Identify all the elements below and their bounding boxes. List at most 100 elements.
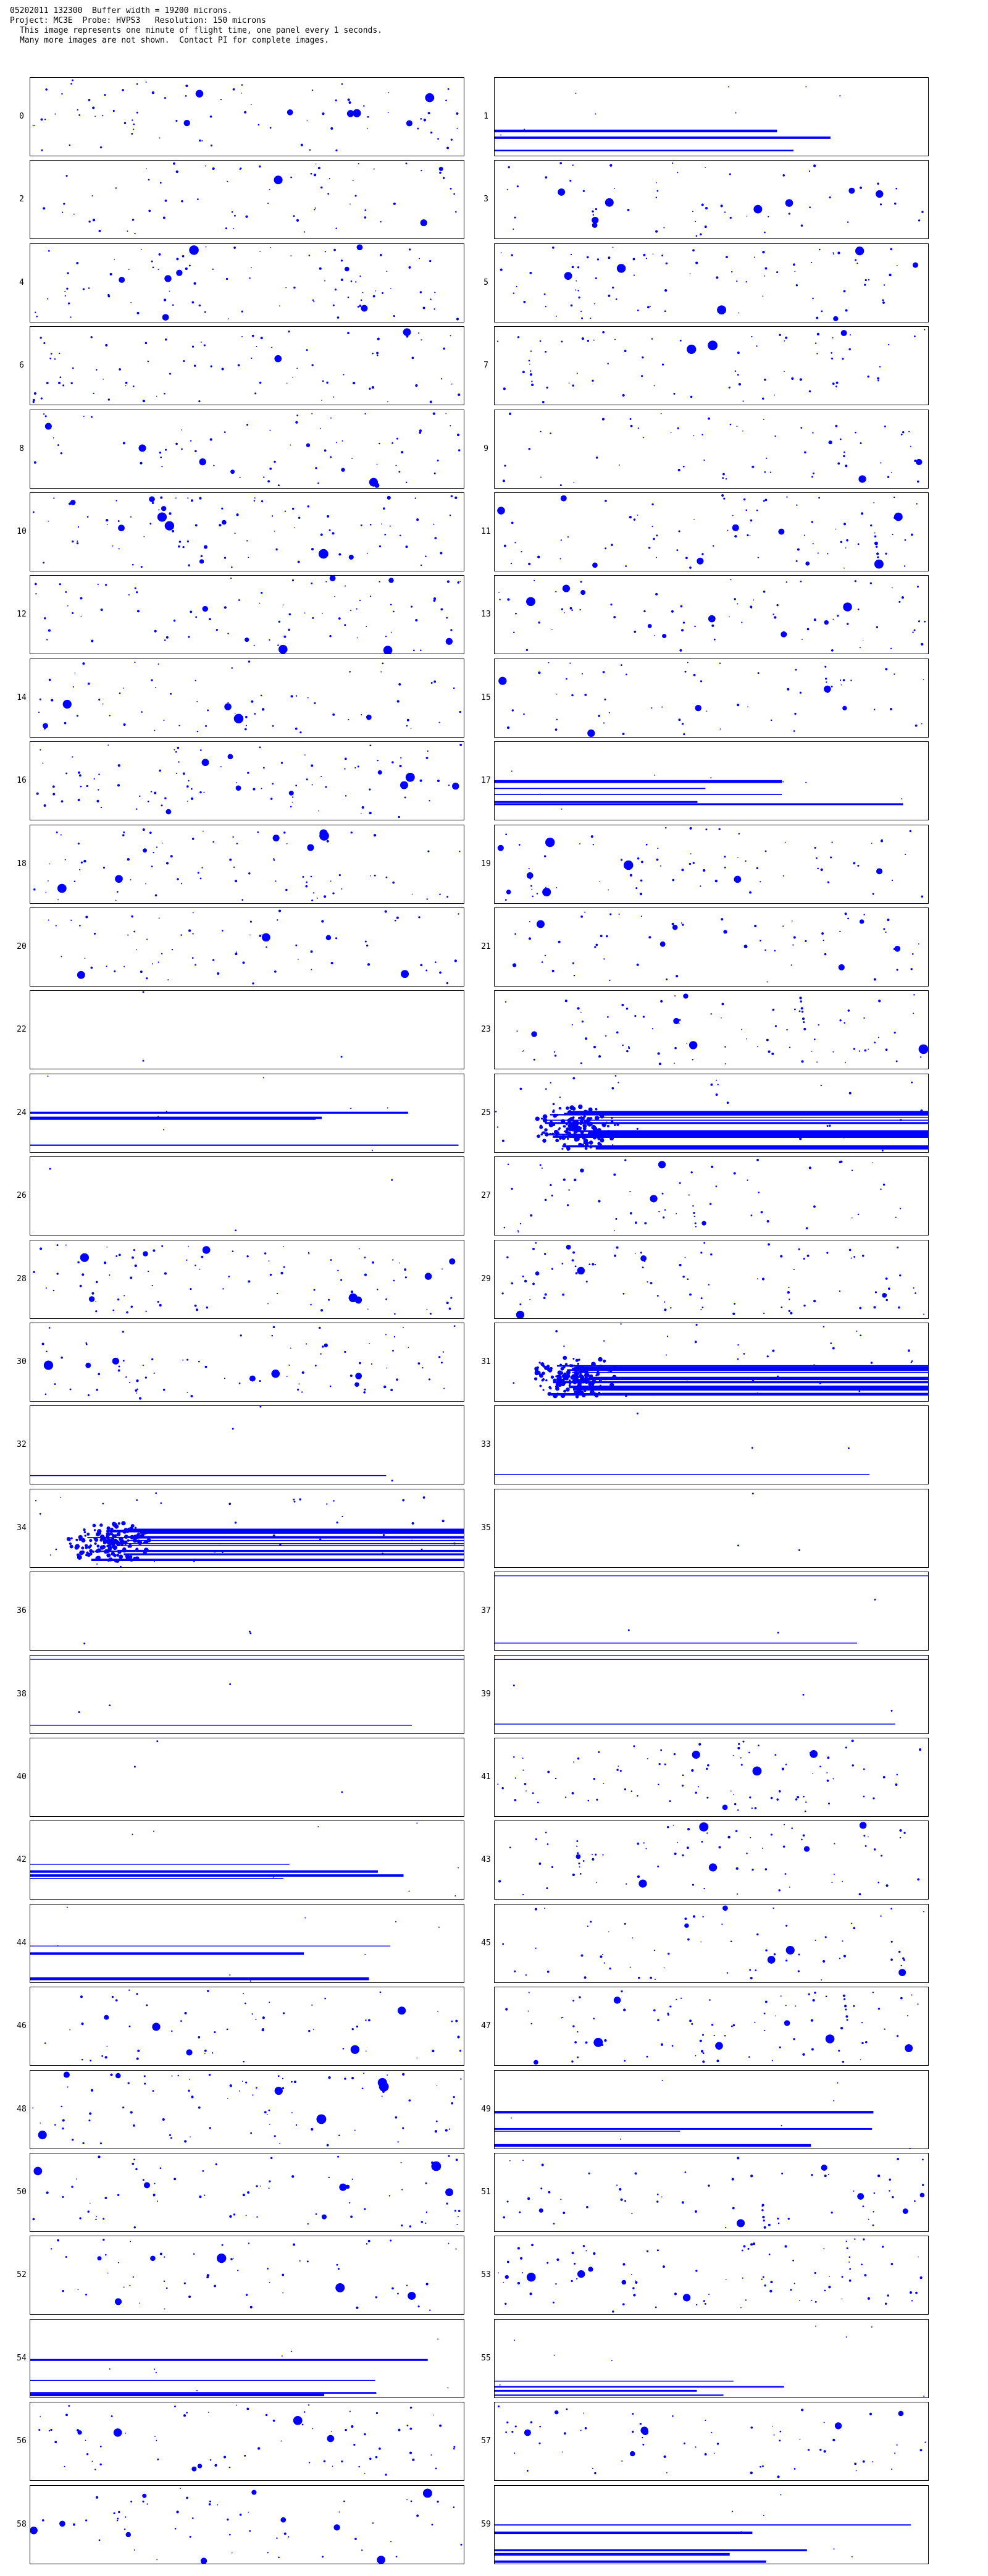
particle [694, 1341, 697, 1344]
particle [400, 757, 402, 759]
particle-streak [572, 1381, 928, 1383]
particle [656, 190, 659, 192]
particle [232, 1428, 234, 1430]
particle [130, 2500, 133, 2502]
particle [870, 524, 873, 527]
particle [142, 2500, 144, 2502]
particle [596, 1132, 601, 1137]
particle [747, 706, 748, 707]
particle [190, 798, 194, 801]
particle [212, 959, 215, 961]
particle [255, 2019, 257, 2021]
particle [656, 2249, 659, 2252]
particle [552, 2302, 555, 2304]
particle [588, 1132, 592, 1136]
particle [700, 885, 701, 887]
particle [672, 925, 678, 930]
particle [840, 2027, 844, 2030]
particle [550, 432, 551, 434]
particle [635, 1252, 636, 1254]
particle [566, 1204, 569, 1206]
particle [708, 340, 718, 351]
particle-panel [494, 1239, 929, 1319]
particle [186, 1392, 188, 1393]
particle [369, 523, 372, 526]
particle [498, 2272, 500, 2274]
particle [517, 1231, 519, 1233]
particle [402, 1499, 405, 1502]
particle [746, 1853, 748, 1854]
particle [890, 1958, 893, 1961]
particle [671, 922, 674, 925]
particle [559, 1137, 562, 1140]
particle [354, 2537, 357, 2540]
particle [555, 1330, 558, 1332]
particle [244, 2002, 246, 2005]
particle [337, 2268, 340, 2270]
particle [773, 1953, 776, 1956]
particle-streak [556, 1365, 928, 1367]
panel-label: 31 [481, 1357, 491, 1366]
particle [238, 2090, 240, 2092]
particle [818, 497, 821, 499]
particle [322, 613, 323, 614]
panel-label: 26 [17, 1191, 27, 1201]
particle [127, 2082, 130, 2084]
particle [194, 1304, 197, 1307]
panel-label: 9 [484, 444, 488, 453]
particle [457, 2035, 460, 2039]
particle [585, 1037, 588, 1040]
particle [918, 219, 921, 222]
particle [448, 2155, 450, 2157]
particle [522, 1769, 524, 1771]
particle [256, 2086, 257, 2089]
particle [344, 1350, 346, 1353]
particle [124, 122, 127, 124]
particle [695, 1791, 697, 1794]
particle [749, 535, 751, 536]
particle [871, 842, 873, 844]
particle [295, 727, 298, 730]
particle [78, 774, 82, 777]
particle [241, 898, 244, 901]
particle [530, 873, 532, 875]
particle [706, 1796, 709, 1799]
particle [358, 2466, 360, 2468]
particle [522, 371, 525, 374]
particle [438, 2168, 440, 2170]
particle [577, 290, 579, 292]
particle [522, 1275, 524, 1277]
particle [419, 258, 421, 259]
particle [918, 1044, 928, 1054]
particle [638, 1879, 647, 1888]
particle [117, 2194, 120, 2197]
particle [708, 2294, 710, 2296]
particle [805, 1227, 808, 1230]
particle [132, 219, 135, 221]
particle [236, 782, 238, 784]
particle [311, 969, 312, 970]
particle-panel [494, 326, 929, 406]
particle [319, 1538, 322, 1541]
particle [811, 1051, 813, 1053]
particle [580, 1954, 584, 1957]
particle [847, 1447, 850, 1450]
particle [60, 452, 62, 454]
particle [894, 1032, 896, 1034]
particle-image [33, 828, 461, 901]
particle [588, 1107, 593, 1112]
particle [326, 1503, 328, 1505]
particle-streak [495, 2144, 811, 2147]
particle [764, 379, 766, 381]
particle [460, 2077, 462, 2080]
particle [232, 1250, 234, 1252]
particle [434, 537, 437, 539]
particle [840, 541, 843, 544]
particle-streak [30, 1945, 391, 1947]
particle [651, 1394, 653, 1396]
particle [38, 2429, 41, 2431]
particle [725, 2279, 727, 2281]
particle [273, 859, 275, 861]
particle [54, 2441, 57, 2444]
particle [584, 911, 586, 913]
